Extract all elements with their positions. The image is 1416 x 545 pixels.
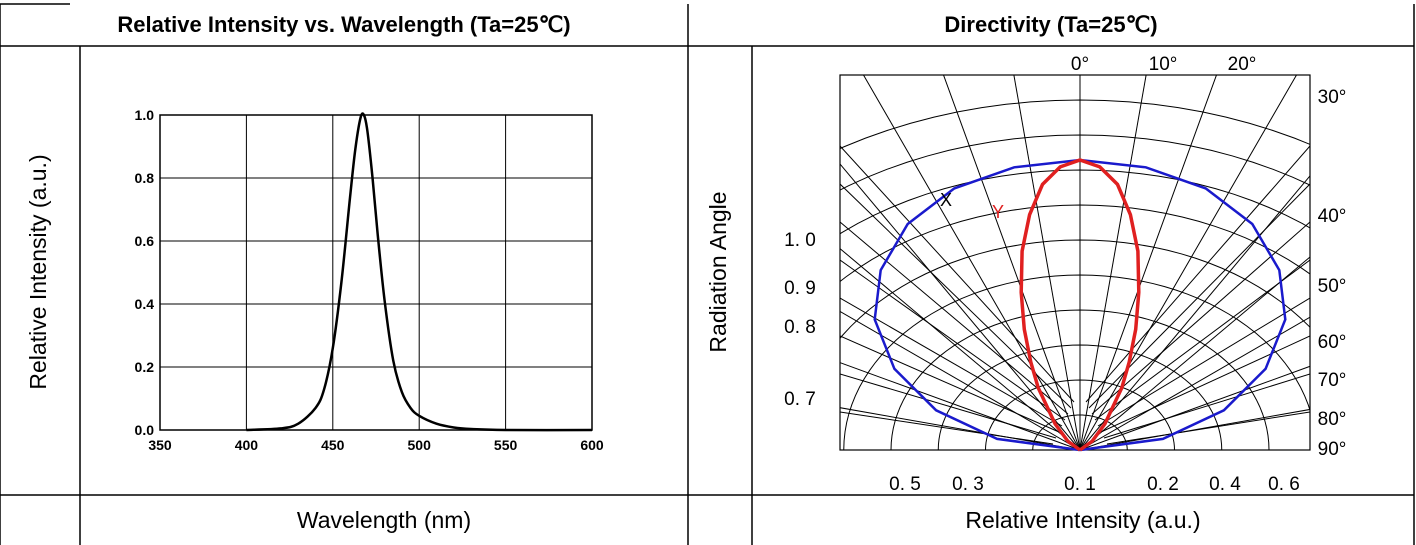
grid-radial (840, 247, 1081, 450)
grid-spoke (840, 335, 1060, 433)
grid-radial (862, 75, 1081, 450)
angle-label: 30° (1318, 87, 1347, 108)
left-x-axis-label: Wavelength (nm) (296, 506, 472, 533)
series-y-line (1019, 158, 1141, 452)
grid-radial (942, 75, 1081, 450)
x-tick-label: 450 (321, 437, 345, 453)
grid-radial (840, 362, 1081, 450)
grid-spoke (1103, 373, 1310, 439)
grid-radial (1079, 175, 1310, 450)
grid-spoke (1091, 221, 1310, 415)
bottom-tick-label: 0. 5 (889, 474, 921, 495)
grid-spoke (840, 183, 1072, 409)
y-tick-label: 0.2 (135, 359, 155, 375)
bottom-tick-label: 0. 6 (1268, 474, 1300, 495)
grid-spoke (840, 411, 1054, 445)
grid-spoke (840, 373, 1057, 439)
bottom-tick-label: 0. 3 (952, 474, 984, 495)
left-panel-title: Relative Intensity vs. Wavelength (Ta=25… (117, 12, 571, 37)
grid-spoke (1106, 411, 1310, 445)
right-x-axis-label: Relative Intensity (a.u.) (965, 506, 1201, 533)
angle-label: 20° (1228, 54, 1257, 75)
grid-spoke (1097, 297, 1310, 427)
y-tick-label: 0.0 (135, 422, 155, 438)
polar-grid (840, 75, 1310, 450)
grid-radial (840, 310, 1081, 450)
grid-radial (1079, 256, 1310, 450)
grid-spoke (1094, 259, 1310, 421)
x-tick-label: 400 (235, 437, 259, 453)
y-tick-label: 0.4 (135, 296, 155, 312)
grid-spoke (1088, 183, 1310, 409)
grid-ring (840, 134, 1310, 191)
right-panel-title: Directivity (Ta=25℃) (944, 12, 1158, 37)
angle-label: 90° (1318, 439, 1347, 460)
grid-radial (1079, 75, 1147, 450)
series-y-label: Y (992, 202, 1004, 222)
radial-label: 1. 0 (784, 230, 816, 251)
grid-radial (1079, 75, 1218, 450)
grid-radial (840, 407, 1081, 450)
grid-spoke (840, 145, 1075, 403)
grid-spoke (840, 259, 1066, 421)
angle-label: 10° (1149, 54, 1178, 75)
angle-label: 80° (1318, 409, 1347, 430)
grid-spoke (840, 221, 1069, 415)
bottom-tick-label: 0. 1 (1064, 474, 1096, 495)
bottom-tick-label: 0. 2 (1147, 474, 1179, 495)
angle-label: 60° (1318, 332, 1347, 353)
x-tick-label: 500 (408, 437, 432, 453)
grid-spoke (840, 297, 1063, 427)
angle-label: 50° (1318, 276, 1347, 297)
grid-spoke (1100, 335, 1310, 433)
x-tick-label: 600 (580, 437, 604, 453)
radial-label: 0. 8 (784, 317, 816, 338)
y-tick-label: 0.8 (135, 170, 155, 186)
radial-label: 0. 9 (784, 278, 816, 299)
radial-label: 0. 7 (784, 389, 816, 410)
spectrum-line (246, 112, 593, 432)
plot-border (159, 114, 593, 431)
grid-spoke (1085, 145, 1310, 403)
bottom-tick-label: 0. 4 (1209, 474, 1241, 495)
x-tick-label: 350 (148, 437, 172, 453)
angle-label: 0° (1071, 54, 1089, 75)
angle-label: 40° (1318, 206, 1347, 227)
series-x-label: X (940, 190, 952, 210)
grid-radial (1079, 316, 1310, 450)
grid-radial (1013, 75, 1081, 450)
angle-label: 70° (1318, 370, 1347, 391)
y-tick-label: 1.0 (135, 107, 155, 123)
x-tick-label: 550 (494, 437, 518, 453)
grid-radial (1079, 365, 1310, 450)
grid-radial (1079, 75, 1298, 450)
y-tick-label: 0.6 (135, 233, 155, 249)
